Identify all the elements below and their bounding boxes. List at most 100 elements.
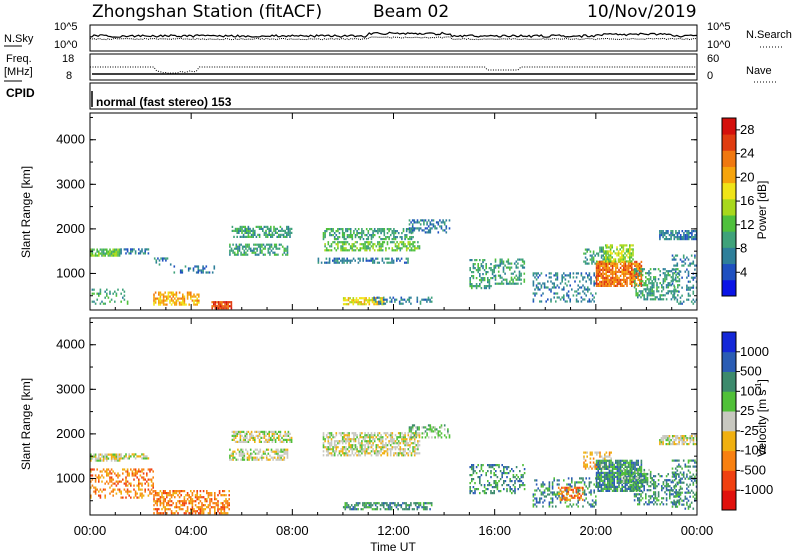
data-cell [370, 228, 373, 231]
data-cell [687, 234, 690, 237]
data-cell [402, 302, 404, 305]
data-cell [112, 254, 114, 257]
data-cell [615, 467, 617, 470]
data-cell [346, 432, 349, 435]
data-cell [678, 270, 681, 273]
data-cell [391, 230, 394, 233]
data-cell [164, 490, 166, 493]
data-cell [385, 434, 387, 437]
data-cell [256, 458, 258, 461]
data-cell [493, 486, 495, 489]
data-cell [138, 482, 140, 485]
data-cell [94, 457, 97, 460]
data-cell [619, 266, 622, 269]
data-cell [161, 502, 163, 505]
data-cell [94, 490, 97, 493]
data-cell [281, 454, 284, 457]
data-cell [509, 486, 511, 489]
data-cell [535, 272, 538, 275]
data-cell [673, 290, 675, 293]
data-cell [402, 502, 404, 505]
data-cell [561, 288, 563, 291]
data-cell [285, 247, 287, 250]
data-cell [107, 254, 110, 257]
data-cell [333, 446, 336, 449]
data-cell [364, 247, 366, 250]
data-cell [183, 490, 186, 493]
y-tick-label: 4000 [56, 132, 85, 147]
data-cell [367, 230, 370, 233]
data-cell [216, 307, 218, 310]
data-cell [627, 465, 630, 468]
data-cell [600, 268, 603, 271]
data-cell [550, 501, 552, 504]
data-cell [564, 274, 567, 277]
data-cell [368, 303, 371, 306]
data-cell [287, 231, 290, 234]
data-cell [579, 481, 581, 484]
data-cell [672, 272, 674, 275]
data-cell [619, 473, 622, 476]
data-cell [345, 442, 347, 445]
data-cell [605, 475, 607, 478]
data-cell [555, 493, 557, 496]
data-cell [665, 270, 668, 273]
data-cell [343, 232, 346, 235]
data-cell [416, 296, 419, 299]
data-cell [679, 300, 682, 303]
data-cell [597, 276, 599, 279]
data-cell [561, 486, 563, 489]
data-cell [273, 436, 275, 439]
data-cell [244, 227, 246, 230]
data-cell [412, 243, 414, 246]
data-cell [96, 254, 98, 257]
data-cell [252, 233, 254, 236]
data-cell [211, 301, 213, 304]
data-cell [490, 269, 492, 272]
data-cell [330, 448, 333, 451]
data-cell [512, 282, 514, 285]
data-cell [167, 504, 170, 507]
nsearch-series [89, 36, 698, 41]
data-cell [378, 236, 381, 239]
freq-panel [89, 53, 698, 81]
data-cell [361, 236, 363, 239]
data-cell [256, 243, 258, 246]
data-cell [405, 504, 407, 507]
data-cell [365, 502, 367, 505]
data-cell [607, 278, 609, 281]
data-cell [126, 468, 129, 471]
data-cell [345, 446, 347, 449]
data-cell [346, 234, 349, 237]
data-cell [603, 485, 606, 488]
data-cell [147, 488, 150, 491]
data-cell [415, 444, 418, 447]
data-cell [340, 450, 342, 453]
data-cell [201, 512, 203, 515]
data-cell [153, 504, 155, 507]
data-cell [515, 478, 518, 481]
data-cell [607, 475, 609, 478]
data-cell [279, 229, 282, 232]
data-cell [110, 457, 113, 460]
data-cell [248, 245, 250, 248]
data-cell [210, 506, 213, 509]
data-cell [114, 248, 116, 251]
data-cell [324, 243, 326, 246]
data-cell [665, 278, 668, 281]
data-cell [241, 245, 244, 248]
data-cell [329, 228, 331, 231]
data-cell [402, 434, 405, 437]
data-cell [686, 288, 688, 291]
data-cell [363, 504, 366, 507]
data-cell [396, 454, 398, 457]
data-cell [211, 271, 214, 274]
data-cell [341, 241, 344, 244]
data-cell [593, 272, 595, 275]
data-cell [617, 258, 620, 261]
data-cell [677, 276, 679, 279]
data-cell [185, 303, 187, 306]
data-cell [229, 456, 231, 459]
data-cell [367, 434, 370, 437]
data-cell [512, 272, 514, 275]
